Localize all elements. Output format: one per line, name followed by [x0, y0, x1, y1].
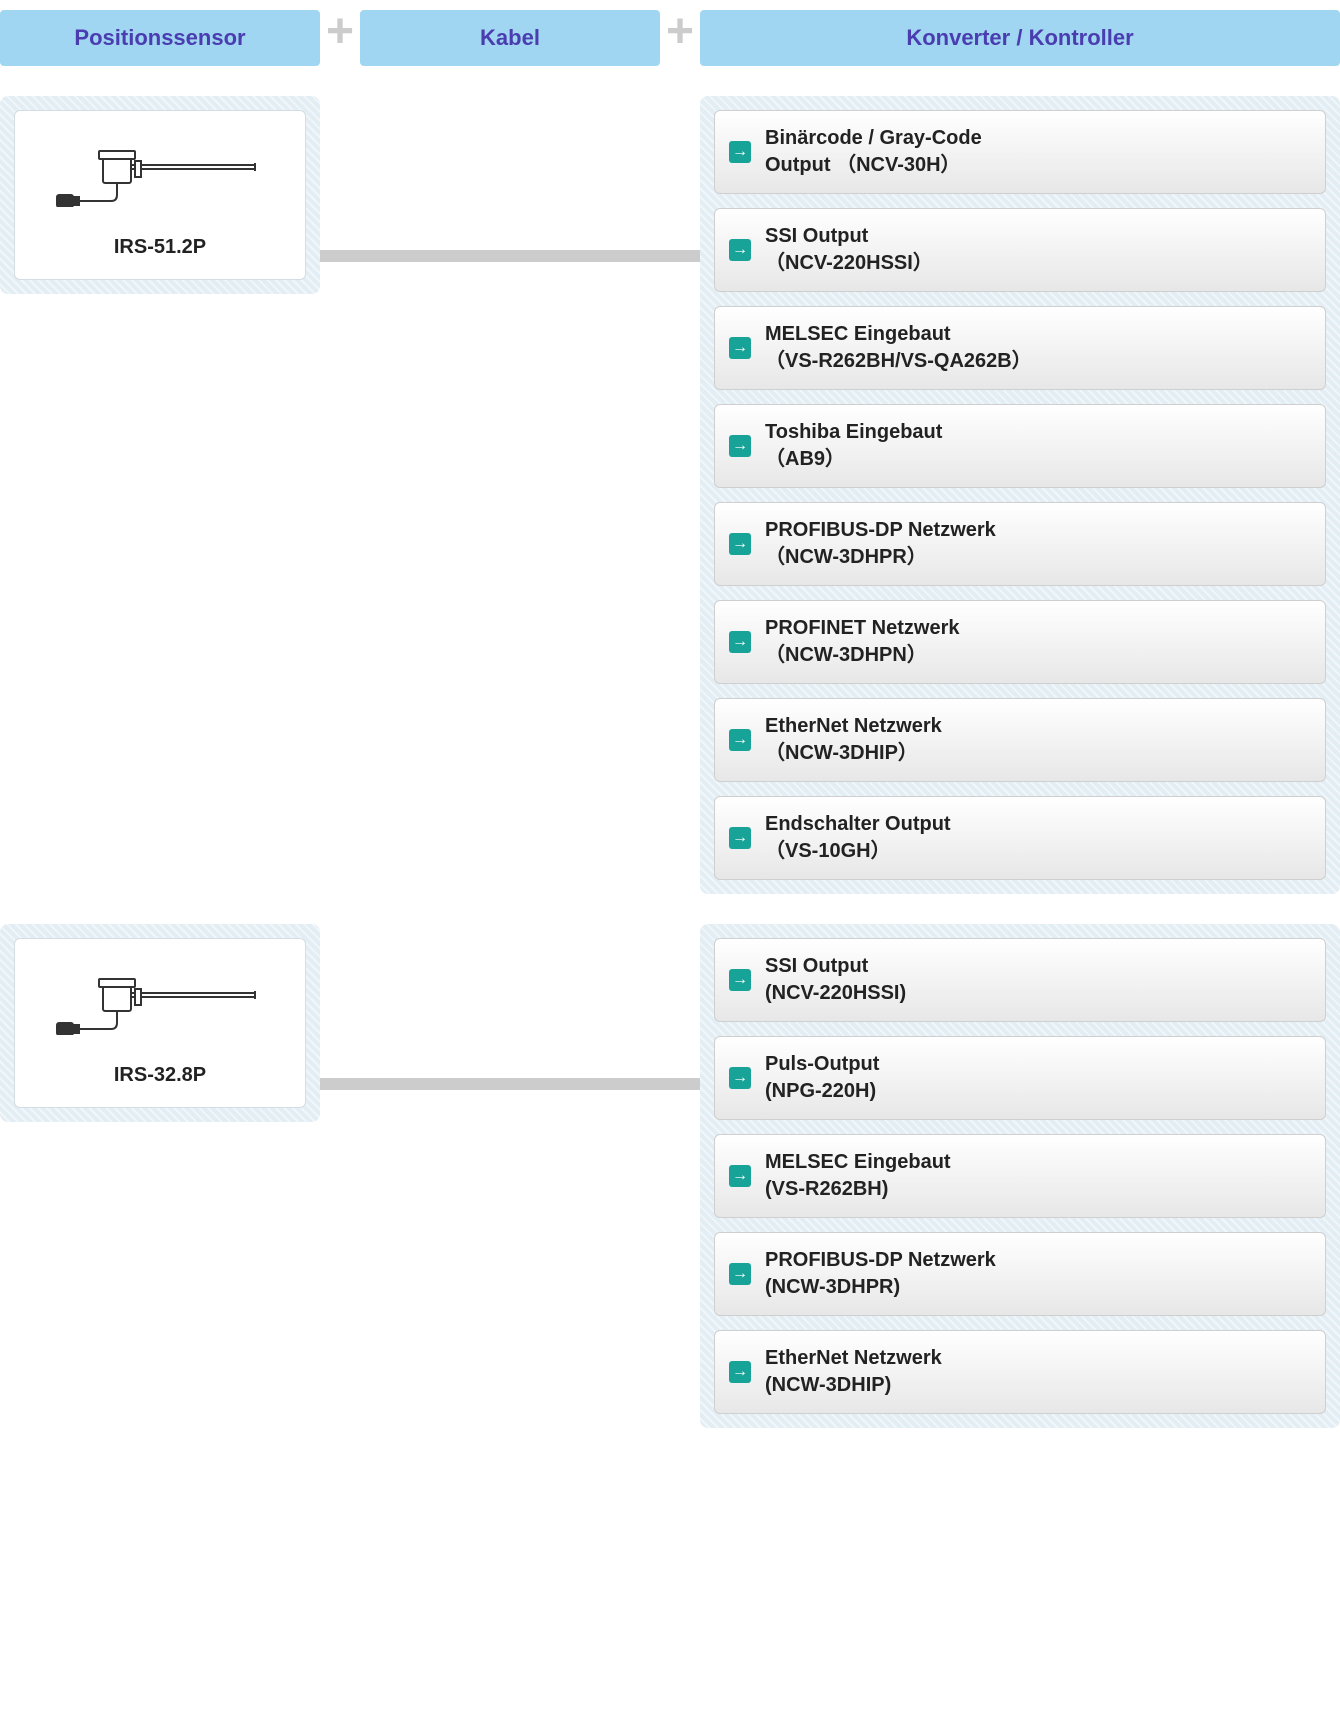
converter-option-label: SSI Output（NCV-220HSSI） — [765, 223, 933, 277]
col-header-cable: Kabel — [360, 10, 660, 66]
converter-option[interactable]: → Puls-Output(NPG-220H) — [714, 1036, 1326, 1120]
converter-option[interactable]: → EtherNet Netzwerk（NCW-3DHIP） — [714, 698, 1326, 782]
sensor-illustration — [29, 137, 291, 212]
plus-icon: + — [660, 4, 700, 60]
sensor-card[interactable]: IRS-32.8P — [14, 938, 306, 1108]
converter-option-label: Endschalter Output（VS-10GH） — [765, 811, 951, 865]
converter-option[interactable]: → Endschalter Output（VS-10GH） — [714, 796, 1326, 880]
arrow-right-icon: → — [729, 1361, 751, 1383]
converter-panel: → Binärcode / Gray-CodeOutput （NCV-30H） → S… — [700, 96, 1340, 894]
sensor-card[interactable]: IRS-51.2P — [14, 110, 306, 280]
converter-panel: → SSI Output(NCV-220HSSI) → Puls-Output(NPG… — [700, 924, 1340, 1428]
product-row: IRS-32.8P → SSI Output(NCV-220HSSI) → Puls-O… — [0, 924, 1340, 1428]
sensor-panel: IRS-51.2P — [0, 96, 320, 294]
converter-option-label: PROFIBUS-DP Netzwerk（NCW-3DHPR） — [765, 517, 996, 571]
product-row: IRS-51.2P → Binärcode / Gray-CodeOutput （N… — [0, 96, 1340, 894]
converter-option[interactable]: → Toshiba Eingebaut（AB9） — [714, 404, 1326, 488]
sensor-panel: IRS-32.8P — [0, 924, 320, 1122]
header-row: Positionssensor + Kabel + Konverter / Ko… — [0, 10, 1340, 66]
plus-icon: + — [320, 4, 360, 60]
arrow-right-icon: → — [729, 969, 751, 991]
converter-option[interactable]: → Binärcode / Gray-CodeOutput （NCV-30H） — [714, 110, 1326, 194]
converter-option-label: MELSEC Eingebaut(VS-R262BH) — [765, 1149, 951, 1203]
arrow-right-icon: → — [729, 435, 751, 457]
arrow-right-icon: → — [729, 239, 751, 261]
arrow-right-icon: → — [729, 827, 751, 849]
arrow-right-icon: → — [729, 729, 751, 751]
arrow-right-icon: → — [729, 533, 751, 555]
sensor-icon — [55, 137, 265, 207]
arrow-right-icon: → — [729, 337, 751, 359]
converter-option-label: Binärcode / Gray-CodeOutput （NCV-30H） — [765, 125, 982, 179]
converter-option[interactable]: → MELSEC Eingebaut（VS-R262BH/VS-QA262B） — [714, 306, 1326, 390]
converter-option-label: SSI Output(NCV-220HSSI) — [765, 953, 906, 1007]
converter-option-label: MELSEC Eingebaut（VS-R262BH/VS-QA262B） — [765, 321, 1032, 375]
col-header-converter: Konverter / Kontroller — [700, 10, 1340, 66]
converter-option-label: Toshiba Eingebaut（AB9） — [765, 419, 942, 473]
sensor-label: IRS-32.8P — [29, 1064, 291, 1087]
converter-option-label: EtherNet Netzwerk(NCW-3DHIP) — [765, 1345, 942, 1399]
sensor-illustration — [29, 965, 291, 1040]
sensor-icon — [55, 965, 265, 1035]
connector-line — [320, 250, 700, 262]
converter-option[interactable]: → PROFINET Netzwerk（NCW-3DHPN） — [714, 600, 1326, 684]
arrow-right-icon: → — [729, 141, 751, 163]
converter-option-label: Puls-Output(NPG-220H) — [765, 1051, 879, 1105]
converter-option[interactable]: → PROFIBUS-DP Netzwerk（NCW-3DHPR） — [714, 502, 1326, 586]
arrow-right-icon: → — [729, 1067, 751, 1089]
converter-option-label: PROFINET Netzwerk（NCW-3DHPN） — [765, 615, 959, 669]
converter-option[interactable]: → EtherNet Netzwerk(NCW-3DHIP) — [714, 1330, 1326, 1414]
converter-option[interactable]: → PROFIBUS-DP Netzwerk(NCW-3DHPR) — [714, 1232, 1326, 1316]
arrow-right-icon: → — [729, 1165, 751, 1187]
converter-option[interactable]: → SSI Output（NCV-220HSSI） — [714, 208, 1326, 292]
col-header-sensor: Positionssensor — [0, 10, 320, 66]
converter-option[interactable]: → MELSEC Eingebaut(VS-R262BH) — [714, 1134, 1326, 1218]
converter-option-label: PROFIBUS-DP Netzwerk(NCW-3DHPR) — [765, 1247, 996, 1301]
sensor-label: IRS-51.2P — [29, 236, 291, 259]
converter-option-label: EtherNet Netzwerk（NCW-3DHIP） — [765, 713, 942, 767]
arrow-right-icon: → — [729, 631, 751, 653]
arrow-right-icon: → — [729, 1263, 751, 1285]
connector-line — [320, 1078, 700, 1090]
converter-option[interactable]: → SSI Output(NCV-220HSSI) — [714, 938, 1326, 1022]
